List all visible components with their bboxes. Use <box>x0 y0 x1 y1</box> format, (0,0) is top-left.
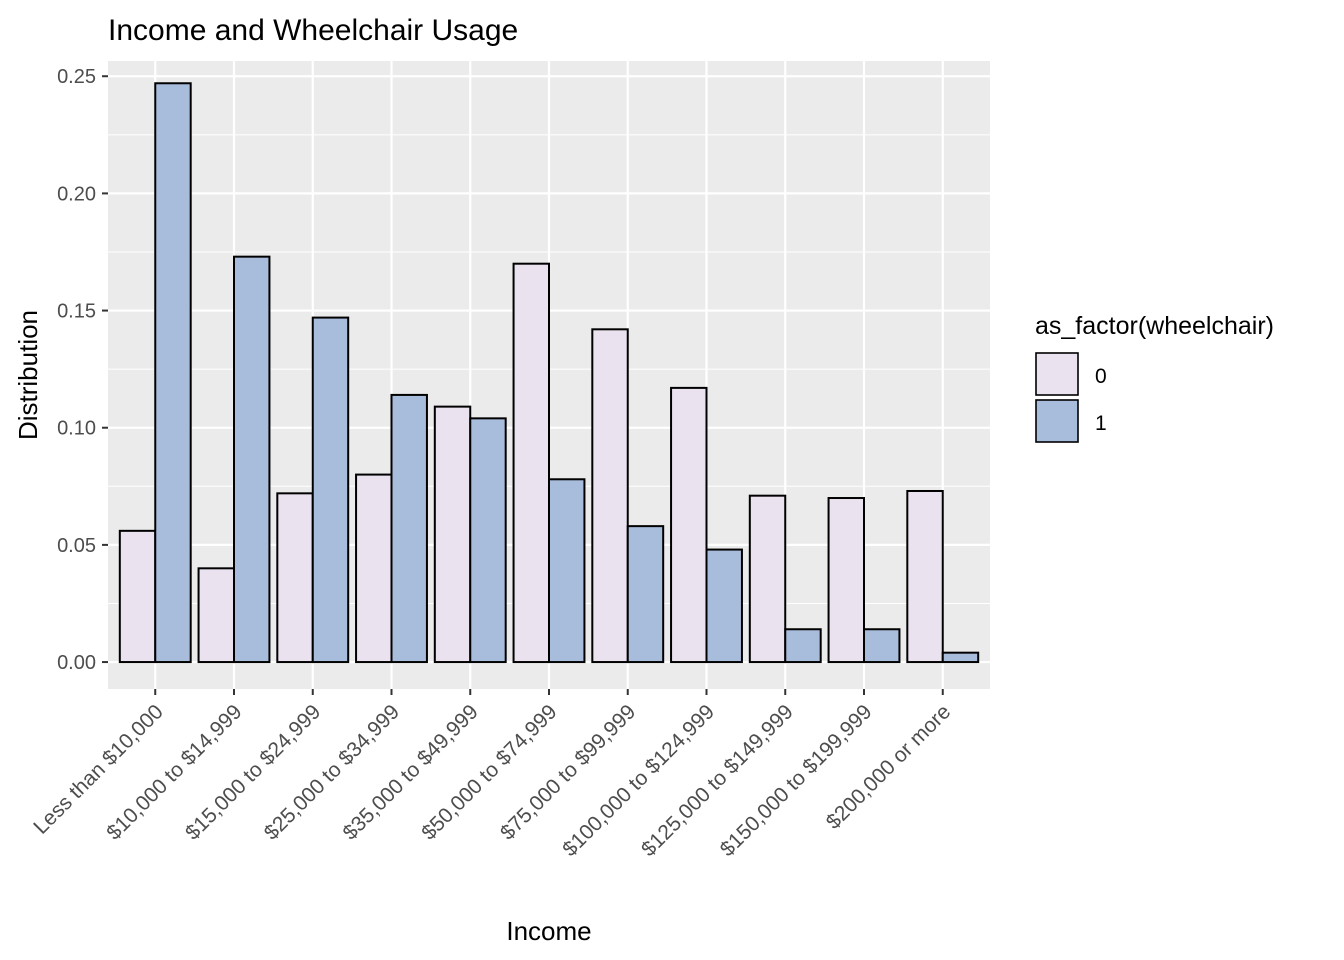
y-tick-label: 0.20 <box>57 183 96 205</box>
x-axis-title: Income <box>506 916 591 946</box>
legend: as_factor(wheelchair) 0 1 <box>1035 312 1274 443</box>
bar-series-1-3 <box>390 393 428 664</box>
legend-swatch-1 <box>1035 399 1079 443</box>
x-tick-label: $25,000 to $34,999 <box>260 700 404 844</box>
chart-title: Income and Wheelchair Usage <box>108 14 518 47</box>
bar-series-0-6 <box>591 328 629 664</box>
x-tick-label: $125,000 to $149,999 <box>637 700 798 861</box>
legend-swatch-0 <box>1035 352 1079 396</box>
x-tick-label: $10,000 to $14,999 <box>102 700 246 844</box>
bar-series-1-10 <box>941 651 980 664</box>
bar-series-0-2 <box>276 492 314 664</box>
y-tick-label: 0.00 <box>57 652 96 674</box>
legend-label-0: 0 <box>1095 365 1107 388</box>
bar-series-1-9 <box>863 628 901 664</box>
bar-series-1-8 <box>784 628 822 664</box>
bar-series-0-10 <box>906 489 944 664</box>
bar-series-0-3 <box>355 473 393 664</box>
x-tick-label: $100,000 to $124,999 <box>558 700 719 861</box>
x-axis: Less than $10,000$10,000 to $14,999$15,0… <box>29 689 955 861</box>
bar-series-1-4 <box>469 417 507 664</box>
legend-label-1: 1 <box>1095 412 1107 435</box>
x-tick-label: $75,000 to $99,999 <box>496 700 640 844</box>
bar-series-0-9 <box>827 497 865 664</box>
x-tick-label: $50,000 to $74,999 <box>417 700 561 844</box>
x-tick-label: Less than $10,000 <box>29 700 167 838</box>
y-axis-title: Distribution <box>13 310 43 440</box>
y-tick-label: 0.10 <box>57 418 96 440</box>
bar-series-0-7 <box>670 386 708 664</box>
bar-series-1-5 <box>548 478 586 664</box>
x-tick-label: $35,000 to $49,999 <box>339 700 483 844</box>
bar-series-1-1 <box>233 255 271 664</box>
bar-series-0-1 <box>197 567 235 664</box>
bar-series-0-5 <box>512 262 550 664</box>
y-axis: 0.00 0.05 0.10 0.15 0.20 0.25 <box>57 66 108 674</box>
bar-series-0-0 <box>118 529 157 664</box>
legend-title: as_factor(wheelchair) <box>1035 312 1274 340</box>
x-tick-label: $15,000 to $24,999 <box>181 700 325 844</box>
bar-series-1-7 <box>705 548 743 664</box>
bar-series-1-0 <box>154 82 192 664</box>
y-tick-label: 0.15 <box>57 301 96 323</box>
bar-series-0-8 <box>748 494 787 664</box>
bar-series-1-6 <box>626 525 665 664</box>
bars <box>118 82 980 664</box>
y-tick-label: 0.05 <box>57 535 96 557</box>
bar-series-1-2 <box>311 316 350 664</box>
x-tick-label: $150,000 to $199,999 <box>716 700 877 861</box>
bar-series-0-4 <box>433 405 472 664</box>
y-tick-label: 0.25 <box>57 66 96 88</box>
